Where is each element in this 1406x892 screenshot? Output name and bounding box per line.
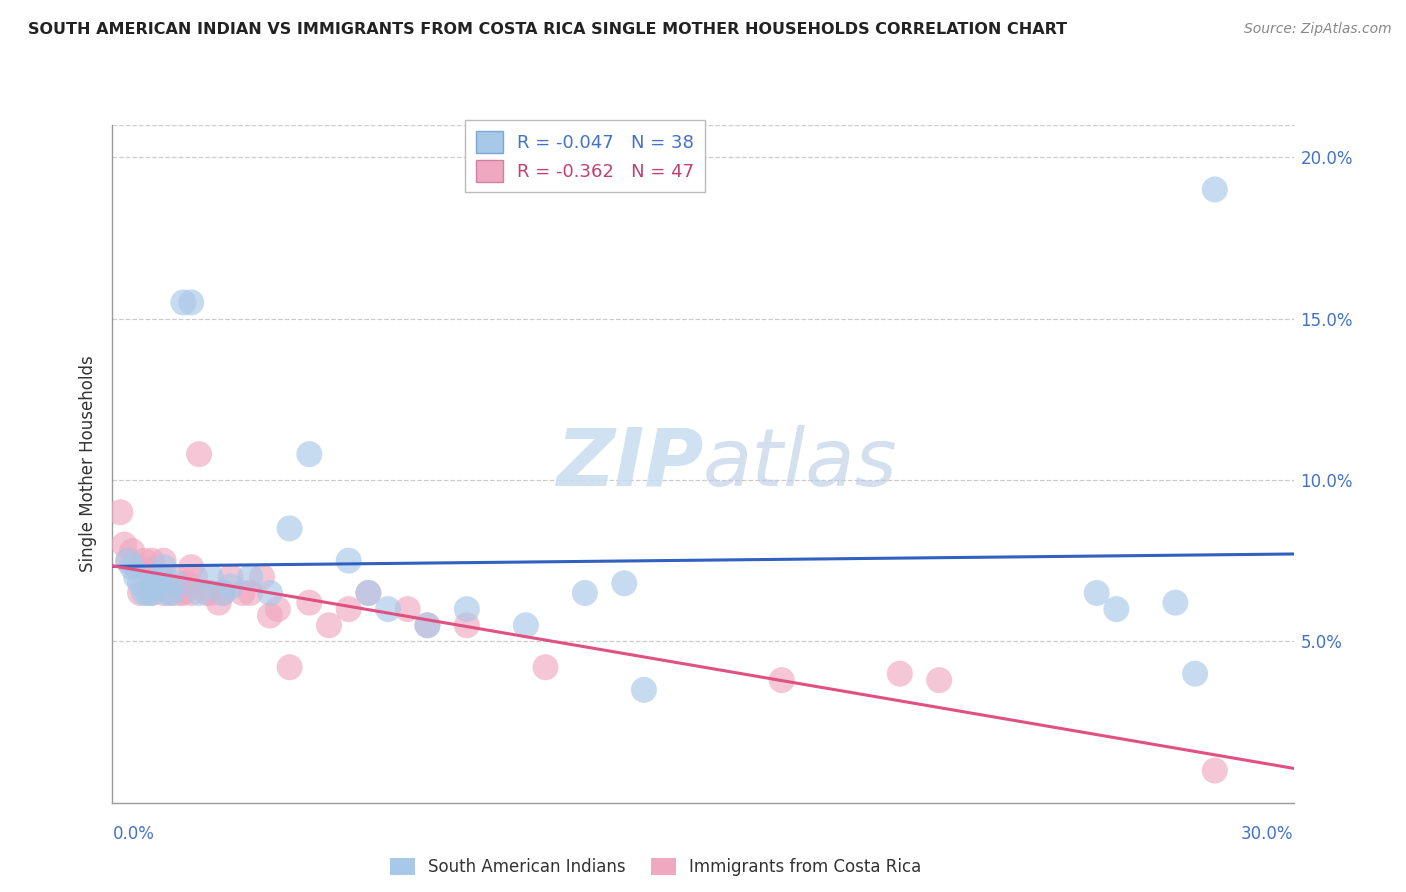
Point — [156, 586, 179, 600]
Point — [172, 586, 194, 600]
Point — [180, 560, 202, 574]
Point — [149, 570, 172, 584]
Point — [211, 586, 233, 600]
Point — [396, 602, 419, 616]
Point — [165, 576, 187, 591]
Point — [219, 570, 242, 584]
Point — [219, 580, 242, 594]
Point — [141, 580, 163, 594]
Point — [180, 586, 202, 600]
Point — [141, 586, 163, 600]
Point — [574, 586, 596, 600]
Point — [200, 570, 222, 584]
Point — [259, 586, 281, 600]
Point — [259, 608, 281, 623]
Point — [141, 554, 163, 568]
Point — [172, 295, 194, 310]
Point — [132, 586, 155, 600]
Point — [176, 576, 198, 591]
Point — [129, 576, 152, 591]
Point — [145, 576, 167, 591]
Point — [250, 570, 273, 584]
Text: atlas: atlas — [703, 425, 898, 503]
Point — [160, 586, 183, 600]
Text: SOUTH AMERICAN INDIAN VS IMMIGRANTS FROM COSTA RICA SINGLE MOTHER HOUSEHOLDS COR: SOUTH AMERICAN INDIAN VS IMMIGRANTS FROM… — [28, 22, 1067, 37]
Point — [534, 660, 557, 674]
Point — [357, 586, 380, 600]
Point — [188, 586, 211, 600]
Point — [169, 586, 191, 600]
Point — [136, 586, 159, 600]
Point — [357, 586, 380, 600]
Point — [318, 618, 340, 632]
Point — [633, 682, 655, 697]
Point — [156, 576, 179, 591]
Point — [377, 602, 399, 616]
Point — [231, 586, 253, 600]
Point — [1085, 586, 1108, 600]
Point — [278, 521, 301, 535]
Point — [298, 596, 321, 610]
Point — [239, 570, 262, 584]
Point — [889, 666, 911, 681]
Point — [1204, 182, 1226, 196]
Point — [1204, 764, 1226, 778]
Legend: South American Indians, Immigrants from Costa Rica: South American Indians, Immigrants from … — [384, 851, 928, 882]
Point — [928, 673, 950, 687]
Point — [125, 560, 148, 574]
Point — [211, 586, 233, 600]
Point — [152, 560, 174, 574]
Point — [152, 554, 174, 568]
Point — [515, 618, 537, 632]
Point — [613, 576, 636, 591]
Point — [1164, 596, 1187, 610]
Point — [208, 596, 231, 610]
Point — [145, 570, 167, 584]
Point — [267, 602, 290, 616]
Point — [770, 673, 793, 687]
Point — [160, 586, 183, 600]
Point — [184, 570, 207, 584]
Point — [337, 554, 360, 568]
Point — [239, 586, 262, 600]
Point — [132, 554, 155, 568]
Point — [195, 586, 218, 600]
Text: Source: ZipAtlas.com: Source: ZipAtlas.com — [1244, 22, 1392, 37]
Point — [129, 586, 152, 600]
Point — [117, 554, 139, 568]
Point — [416, 618, 439, 632]
Point — [456, 602, 478, 616]
Point — [141, 586, 163, 600]
Point — [1184, 666, 1206, 681]
Point — [337, 602, 360, 616]
Point — [110, 505, 132, 519]
Point — [278, 660, 301, 674]
Point — [165, 570, 187, 584]
Point — [298, 447, 321, 461]
Point — [125, 570, 148, 584]
Point — [180, 295, 202, 310]
Text: 0.0%: 0.0% — [112, 825, 155, 843]
Point — [121, 560, 143, 574]
Point — [1105, 602, 1128, 616]
Text: ZIP: ZIP — [555, 425, 703, 503]
Point — [136, 563, 159, 577]
Y-axis label: Single Mother Households: Single Mother Households — [79, 356, 97, 572]
Text: 30.0%: 30.0% — [1241, 825, 1294, 843]
Point — [456, 618, 478, 632]
Point — [117, 554, 139, 568]
Point — [112, 537, 135, 551]
Point — [152, 586, 174, 600]
Point — [149, 576, 172, 591]
Point — [188, 447, 211, 461]
Point — [416, 618, 439, 632]
Point — [200, 586, 222, 600]
Point — [121, 544, 143, 558]
